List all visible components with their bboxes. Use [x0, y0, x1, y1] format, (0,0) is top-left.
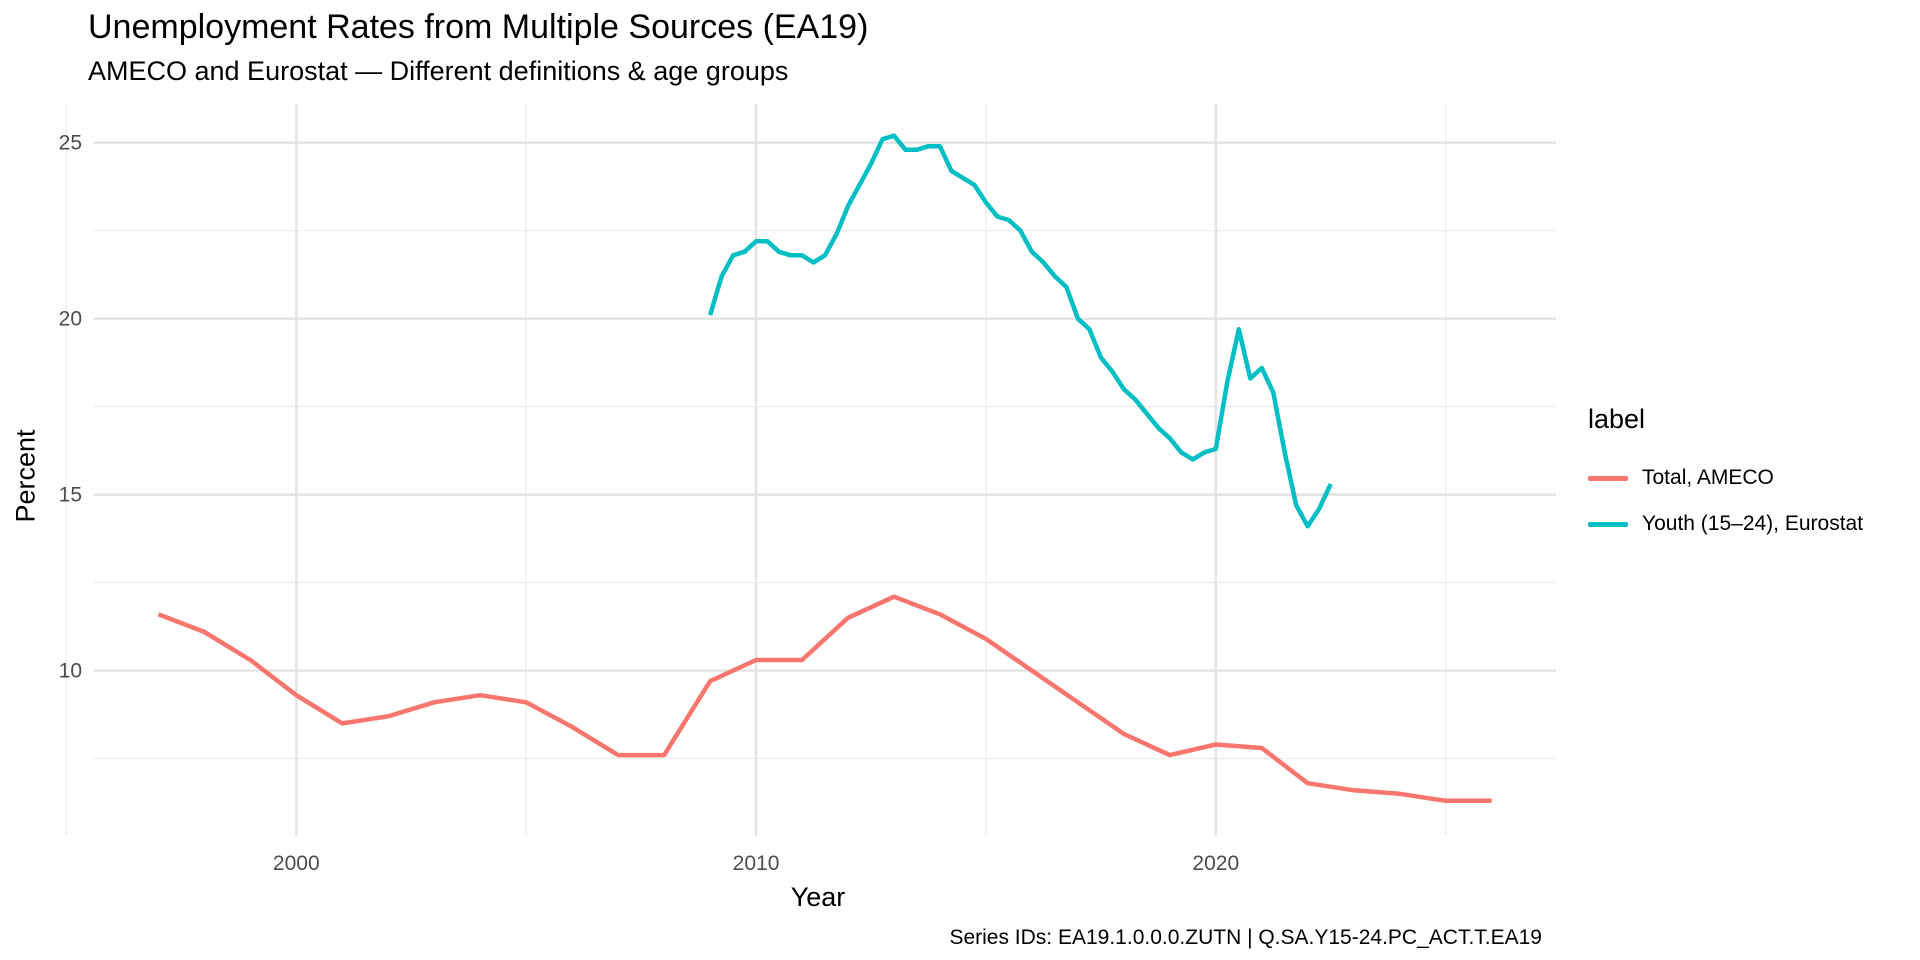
major-gridlines	[94, 104, 1556, 836]
legend: label Total, AMECO Youth (15–24), Eurost…	[1588, 404, 1863, 547]
x-tick-label: 2020	[1192, 852, 1239, 875]
legend-key-youth-eurostat	[1588, 521, 1628, 527]
x-axis-label: Year	[790, 882, 846, 912]
legend-item-youth-eurostat: Youth (15–24), Eurostat	[1588, 501, 1863, 547]
chart-subtitle: AMECO and Eurostat — Different definitio…	[88, 56, 789, 86]
x-tick-label: 2000	[273, 852, 320, 875]
y-tick-label: 10	[59, 660, 82, 683]
legend-key-total-ameco	[1588, 475, 1628, 481]
y-tick-label: 15	[59, 484, 82, 507]
minor-gridlines	[65, 104, 1556, 836]
y-tick-label: 25	[59, 132, 82, 155]
series-line-0	[157, 594, 1492, 804]
legend-item-total-ameco: Total, AMECO	[1588, 455, 1863, 501]
tick-labels: 10 15 20 25 2000 2010 2020	[59, 132, 1240, 875]
y-tick-label: 20	[59, 308, 82, 331]
series-line-1	[707, 133, 1333, 529]
legend-label-youth-eurostat: Youth (15–24), Eurostat	[1642, 512, 1864, 535]
x-tick-label: 2010	[733, 852, 780, 875]
chart-caption: Series IDs: EA19.1.0.0.0.ZUTN | Q.SA.Y15…	[949, 926, 1542, 949]
y-axis-label: Percent	[10, 429, 41, 523]
series-lines	[157, 133, 1492, 804]
legend-label-total-ameco: Total, AMECO	[1642, 466, 1774, 489]
legend-title: label	[1588, 404, 1646, 434]
chart-title: Unemployment Rates from Multiple Sources…	[88, 8, 869, 46]
